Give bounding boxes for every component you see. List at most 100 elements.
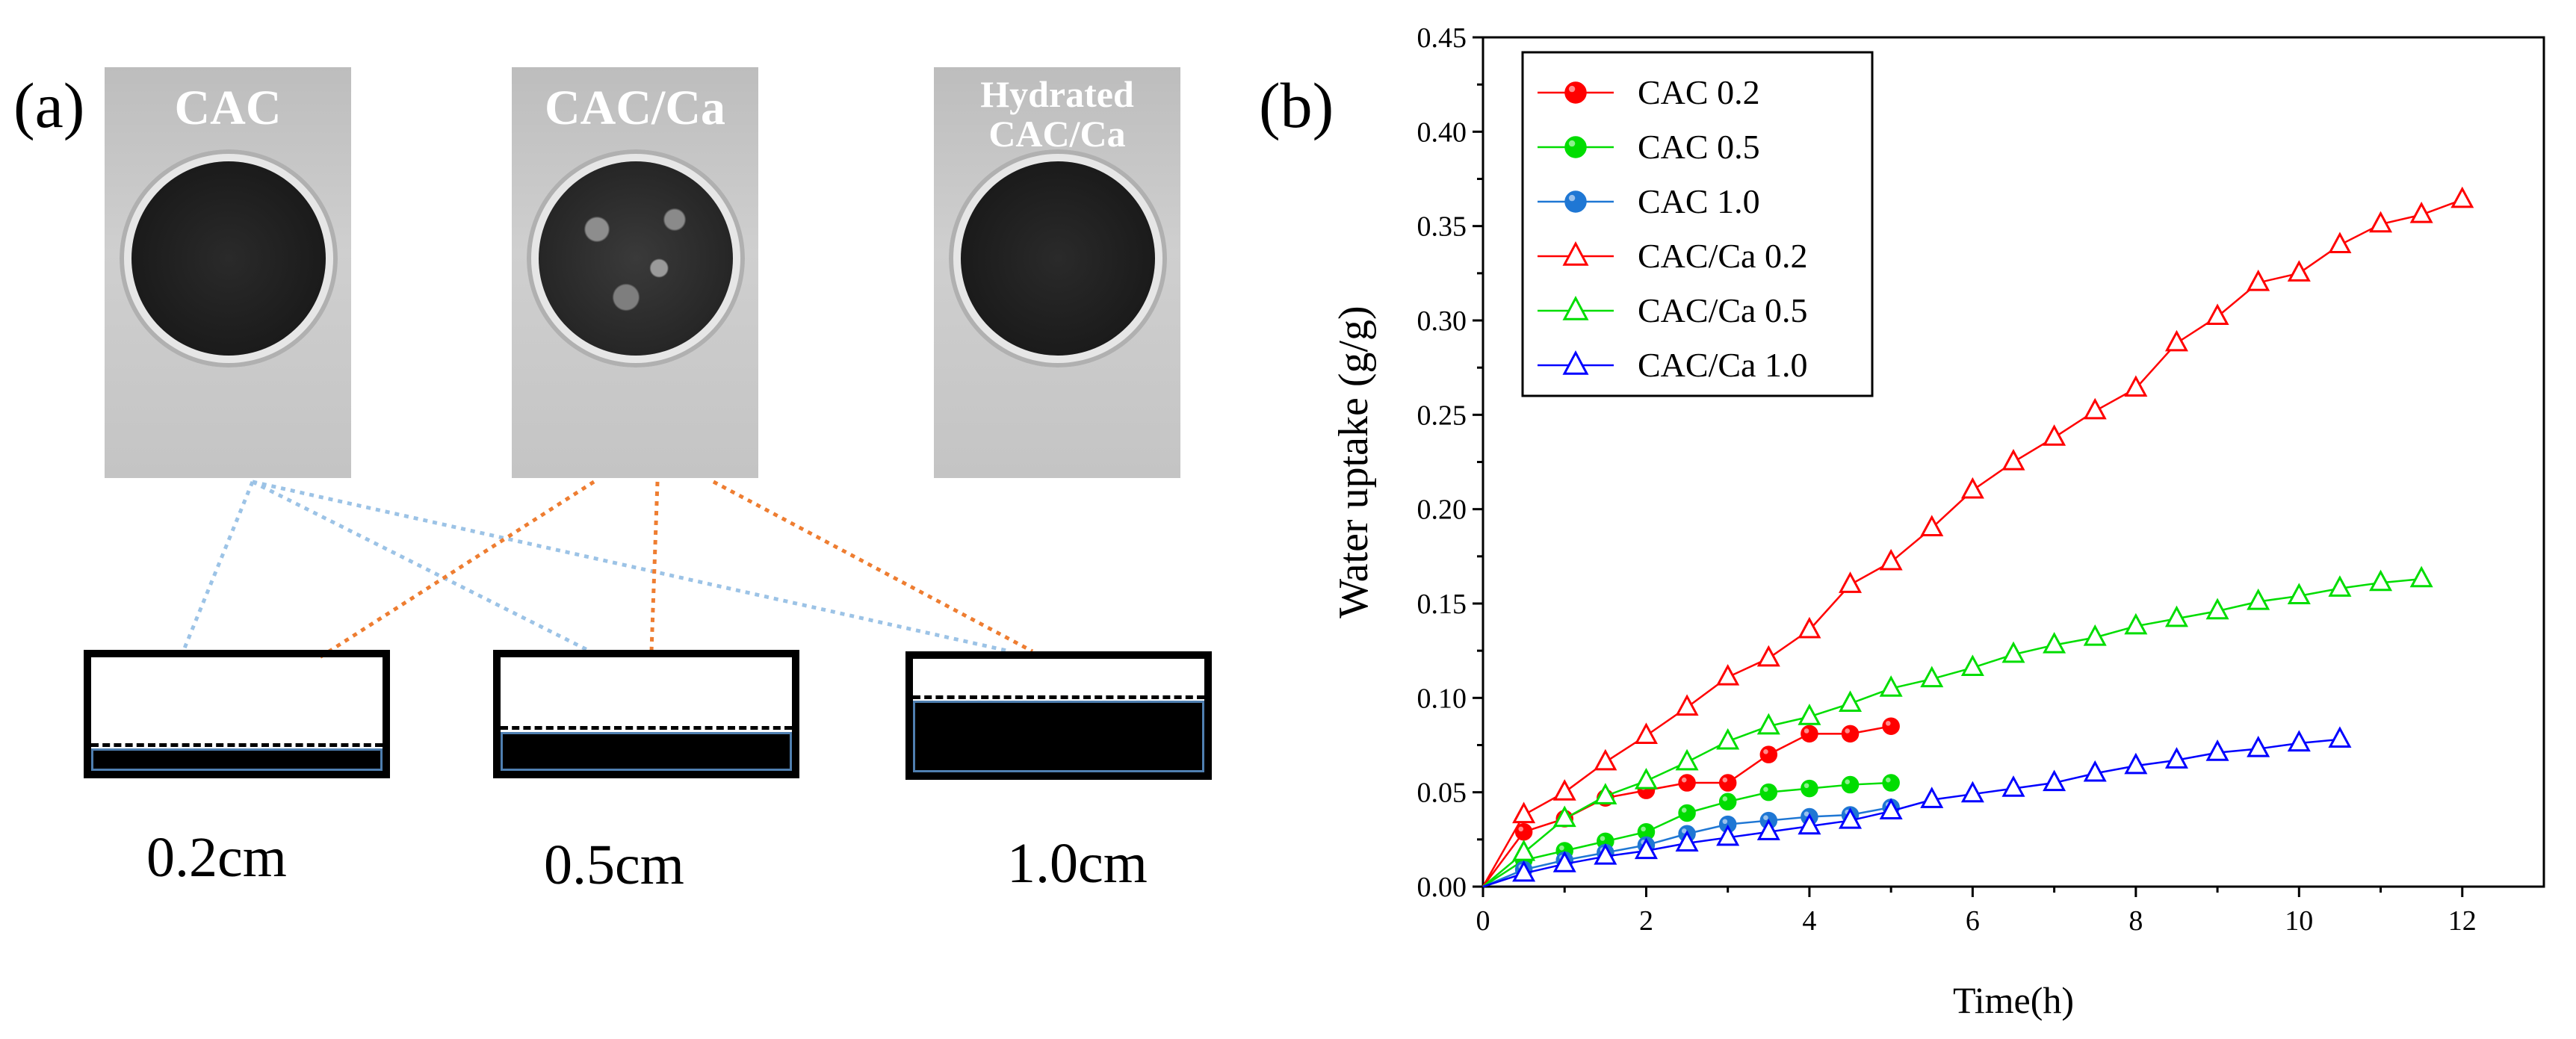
data-point (1512, 860, 1536, 882)
data-point (1920, 787, 1944, 808)
photo-title-line: CAC (174, 81, 282, 135)
data-point (1756, 645, 1780, 667)
data-point (1879, 798, 1903, 820)
container-0-5cm (493, 650, 799, 778)
sample-fill (91, 748, 383, 771)
series-line (1482, 577, 2422, 887)
data-point (2124, 612, 2148, 635)
legend-label: CAC 0.5 (1638, 128, 1760, 166)
data-point-highlight (1763, 748, 1768, 754)
data-point-highlight (1568, 140, 1576, 147)
data-point (1841, 775, 1860, 794)
thickness-label: 1.0cm (1007, 832, 1148, 895)
legend-label: CAC/Ca 0.5 (1638, 291, 1807, 329)
data-point (2450, 186, 2474, 208)
data-point (2409, 201, 2433, 223)
data-point (1562, 241, 1589, 266)
data-point (2124, 375, 2148, 397)
x-tick-label: 10 (2285, 905, 2313, 937)
data-point (1675, 694, 1699, 716)
data-point (2369, 211, 2393, 233)
data-point (1564, 190, 1587, 213)
photo-cac: CAC (105, 67, 351, 478)
data-point-highlight (1600, 836, 1606, 841)
data-point-highlight (1568, 194, 1576, 202)
data-point (1920, 666, 1944, 688)
container-1-0cm (905, 651, 1212, 780)
y-tick-label: 0.10 (1417, 683, 1467, 714)
photo-cac-ca: CAC/Ca (512, 67, 758, 478)
series-line (1482, 738, 2341, 888)
thickness-label: 0.5cm (544, 834, 684, 896)
data-point (2247, 736, 2270, 757)
sample-level-line (501, 726, 792, 730)
data-point (1801, 779, 1818, 798)
chart-legend: CAC 0.2 CAC 0.5 CAC 1.0 CAC/Ca 0.2 CAC/Ca 0.… (1521, 51, 1874, 397)
legend-item: CAC 0.2 (1538, 73, 1760, 111)
data-point (2043, 424, 2066, 446)
x-tick-label: 6 (1966, 905, 1980, 937)
x-tick-label: 2 (1639, 905, 1653, 937)
data-point (2409, 565, 2433, 588)
data-point (1798, 616, 1821, 639)
data-point (2043, 769, 2066, 792)
series-cac-ca-0-5 (1482, 565, 2433, 887)
data-point-highlight (1845, 779, 1850, 785)
panel-a-label: (a) (13, 69, 85, 141)
data-point (1960, 781, 1984, 803)
data-point (1798, 813, 1821, 835)
y-tick-label: 0.20 (1417, 494, 1467, 526)
data-point (1675, 830, 1699, 852)
photo-hydrated-cac-ca: Hydrated CAC/Ca (934, 67, 1180, 478)
thickness-label: 0.2cm (146, 826, 287, 889)
data-point (1839, 690, 1863, 713)
data-point (2124, 752, 2148, 775)
sample-fill (501, 732, 792, 771)
data-point (1634, 722, 1658, 744)
y-tick-label: 0.25 (1417, 400, 1467, 431)
data-point (1759, 783, 1778, 801)
data-point-highlight (1763, 787, 1768, 793)
blue-connector (251, 480, 592, 654)
data-point (2043, 632, 2066, 654)
data-point (2328, 232, 2352, 254)
data-point (2083, 624, 2107, 646)
blue-connector (179, 481, 255, 658)
data-point (1552, 851, 1576, 872)
data-point-highlight (1803, 783, 1809, 789)
data-point-highlight (1886, 721, 1891, 726)
data-point (1960, 654, 1984, 677)
legend-item: CAC/Ca 0.5 (1538, 291, 1807, 329)
data-point (2287, 260, 2311, 282)
data-point-highlight (1722, 777, 1728, 783)
data-point (1594, 748, 1617, 771)
data-point (2083, 397, 2107, 420)
y-tick-label: 0.30 (1417, 306, 1467, 337)
y-tick-label: 0.05 (1417, 778, 1467, 809)
legend-label: CAC/Ca 1.0 (1638, 346, 1807, 384)
sample-level-line (91, 743, 383, 747)
data-point-highlight (1722, 796, 1728, 801)
data-point (1756, 713, 1780, 735)
data-point (1594, 843, 1617, 865)
data-point-highlight (1722, 819, 1728, 825)
legend-item: CAC/Ca 1.0 (1538, 346, 1807, 384)
data-point (2287, 583, 2311, 604)
series-cac-ca-1-0 (1482, 726, 2352, 888)
y-tick-label: 0.35 (1417, 211, 1467, 243)
data-point (1675, 748, 1699, 771)
legend-box (1521, 51, 1874, 397)
data-point (1839, 807, 1863, 829)
data-point-highlight (1845, 728, 1850, 733)
data-point-highlight (1763, 815, 1768, 821)
data-point (2001, 448, 2025, 471)
cac-powder (131, 161, 326, 356)
legend-item: CAC/Ca 0.2 (1538, 237, 1807, 275)
blue-connector (252, 480, 1011, 654)
data-point (1678, 804, 1696, 822)
x-tick-label: 12 (2448, 905, 2477, 937)
x-axis-label: Time(h) (1953, 979, 2074, 1021)
x-tick-label: 0 (1476, 905, 1490, 937)
data-point (2164, 329, 2188, 352)
